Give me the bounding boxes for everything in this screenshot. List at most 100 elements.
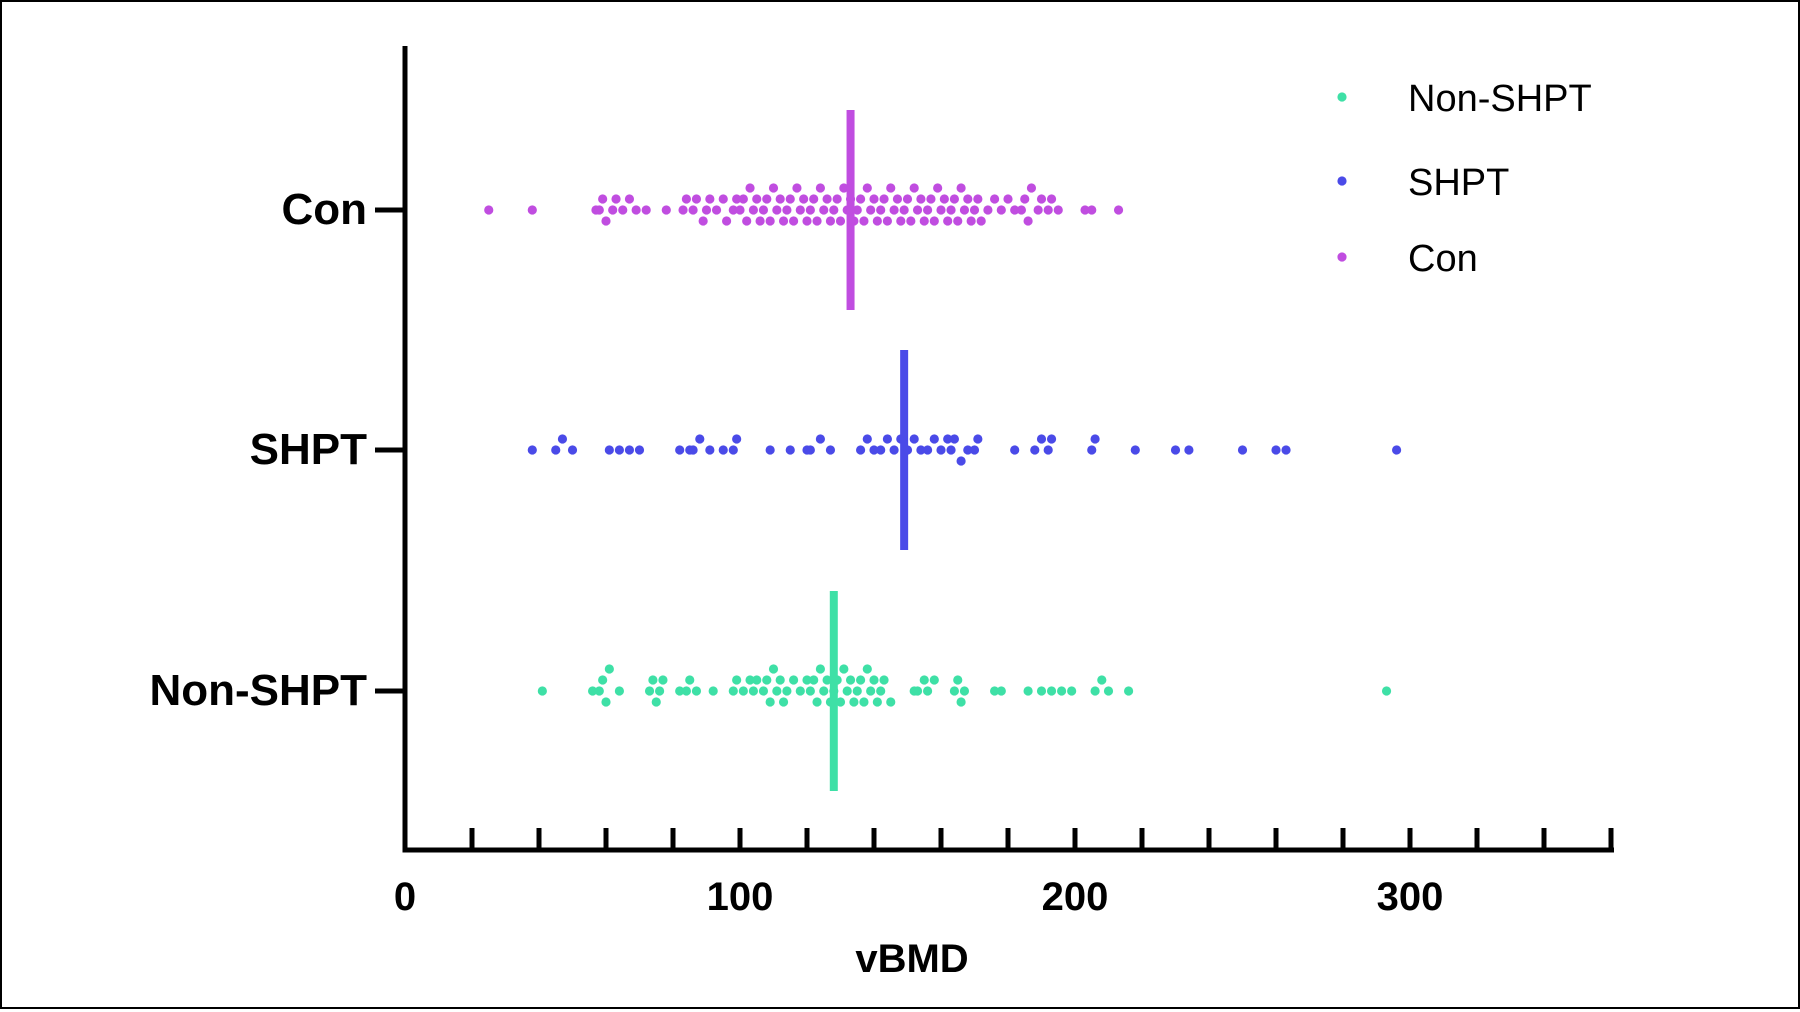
data-point: [1103, 686, 1114, 696]
data-point: [705, 445, 715, 455]
data-point: [839, 664, 849, 674]
data-point: [1016, 205, 1026, 215]
data-point: [872, 697, 882, 707]
data-point: [909, 183, 919, 193]
data-point: [527, 445, 537, 455]
data-point: [1026, 183, 1037, 193]
data-point: [869, 445, 879, 455]
data-point: [856, 194, 866, 204]
data-point: [648, 675, 658, 685]
data-point: [789, 675, 799, 685]
data-point: [752, 675, 762, 685]
data-point: [822, 194, 832, 204]
data-point: [916, 445, 926, 455]
data-point: [819, 686, 829, 696]
data-point: [782, 686, 792, 696]
data-point: [691, 686, 702, 696]
data-point: [1046, 434, 1057, 444]
data-point: [959, 205, 970, 215]
data-point: [1036, 686, 1047, 696]
data-point: [618, 205, 628, 215]
data-point: [594, 686, 604, 696]
data-point: [990, 194, 1000, 204]
data-point: [775, 675, 785, 685]
data-point: [996, 205, 1006, 215]
data-point: [956, 183, 966, 193]
data-point: [1392, 445, 1402, 455]
data-point: [902, 194, 913, 204]
legend-marker: [1337, 92, 1347, 102]
legend-marker: [1337, 252, 1347, 262]
data-point: [658, 675, 668, 685]
data-point: [963, 194, 973, 204]
data-point: [943, 434, 953, 444]
data-point: [926, 194, 936, 204]
data-point: [1113, 205, 1124, 215]
data-point: [1281, 445, 1291, 455]
y-tick-label: SHPT: [250, 425, 367, 474]
data-point: [698, 216, 708, 226]
data-point: [923, 205, 933, 215]
data-point: [1046, 194, 1057, 204]
data-point: [752, 194, 762, 204]
data-point: [789, 216, 799, 226]
legend-label: Non-SHPT: [1408, 78, 1592, 120]
data-point: [594, 205, 604, 215]
data-point: [768, 664, 779, 674]
data-point: [852, 686, 862, 696]
x-tick-label: 300: [1377, 875, 1444, 919]
data-point: [933, 183, 943, 193]
data-point: [728, 445, 738, 455]
data-point: [809, 194, 819, 204]
data-point: [768, 183, 779, 193]
legend: Non-SHPT SHPT Con: [1337, 78, 1592, 280]
data-point: [845, 675, 856, 685]
data-point: [681, 686, 692, 696]
data-point: [953, 216, 963, 226]
data-point: [849, 697, 859, 707]
data-point: [906, 216, 916, 226]
data-point: [775, 194, 785, 204]
data-point: [1237, 445, 1248, 455]
data-point: [946, 205, 956, 215]
data-point: [722, 216, 732, 226]
data-point: [567, 445, 578, 455]
data-point: [748, 686, 759, 696]
data-point: [624, 445, 635, 455]
data-point: [765, 445, 775, 455]
data-point: [527, 205, 537, 215]
data-point: [762, 194, 772, 204]
data-point: [862, 664, 872, 674]
data-point: [701, 205, 712, 215]
data-point: [758, 205, 769, 215]
legend-label: SHPT: [1408, 162, 1509, 204]
data-point: [1090, 434, 1100, 444]
data-point: [1097, 675, 1107, 685]
data-point: [732, 675, 742, 685]
data-point: [745, 183, 755, 193]
data-point: [1033, 205, 1043, 215]
data-point: [859, 216, 869, 226]
y-tick-label: Non-SHPT: [149, 666, 367, 715]
data-point: [923, 445, 933, 455]
data-point: [1184, 445, 1194, 455]
data-point: [886, 183, 896, 193]
data-point: [708, 686, 718, 696]
data-point: [815, 664, 826, 674]
data-point: [869, 194, 879, 204]
data-point: [879, 194, 889, 204]
data-point: [852, 205, 862, 215]
data-point: [943, 216, 953, 226]
data-point: [604, 445, 614, 455]
data-point: [1023, 216, 1033, 226]
data-point: [735, 205, 745, 215]
data-point: [879, 675, 889, 685]
data-point: [601, 216, 611, 226]
data-point: [718, 194, 728, 204]
data-point: [1130, 445, 1140, 455]
data-point: [738, 194, 748, 204]
data-point: [644, 686, 655, 696]
data-point: [936, 445, 946, 455]
data-point: [624, 194, 635, 204]
